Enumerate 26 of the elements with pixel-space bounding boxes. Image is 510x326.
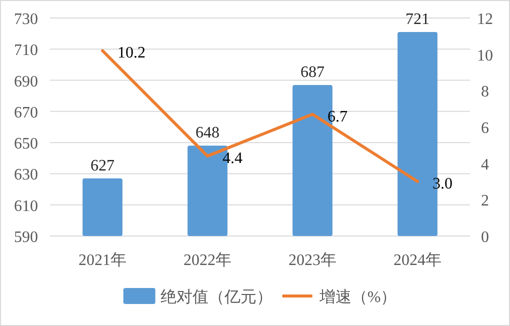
x-tick-label: 2023年 — [288, 252, 336, 269]
y-tick-label: 590 — [14, 229, 38, 246]
y-tick-label: 690 — [14, 73, 38, 90]
data-label: 627 — [90, 157, 114, 174]
y-tick-label: 710 — [14, 42, 38, 60]
x-tick-label: 2021年 — [78, 252, 126, 269]
y2-tick-label: 12 — [477, 11, 493, 28]
y-tick-label: 630 — [14, 166, 38, 184]
y-tick-label: 650 — [14, 136, 38, 153]
y-tick-label: 670 — [14, 104, 38, 122]
x-tick-label: 2024年 — [394, 252, 442, 269]
y2-tick-label: 10 — [477, 47, 493, 64]
y-tick-label: 730 — [14, 11, 38, 28]
x-tick-label: 2022年 — [184, 252, 232, 269]
y2-tick-label: 6 — [481, 120, 489, 137]
y2-tick-label: 0 — [481, 229, 489, 246]
y2-tick-label: 2 — [481, 192, 489, 210]
legend-label: 绝对值（亿元） — [160, 288, 272, 306]
data-label: 721 — [406, 11, 430, 28]
data-label: 648 — [196, 124, 220, 142]
y2-tick-label: 8 — [481, 84, 489, 101]
data-label: 10.2 — [118, 44, 146, 62]
y-tick-label: 610 — [14, 198, 38, 215]
data-label: 687 — [300, 64, 324, 81]
legend-label: 增速（%） — [318, 288, 397, 306]
y2-tick-label: 4 — [481, 156, 489, 174]
